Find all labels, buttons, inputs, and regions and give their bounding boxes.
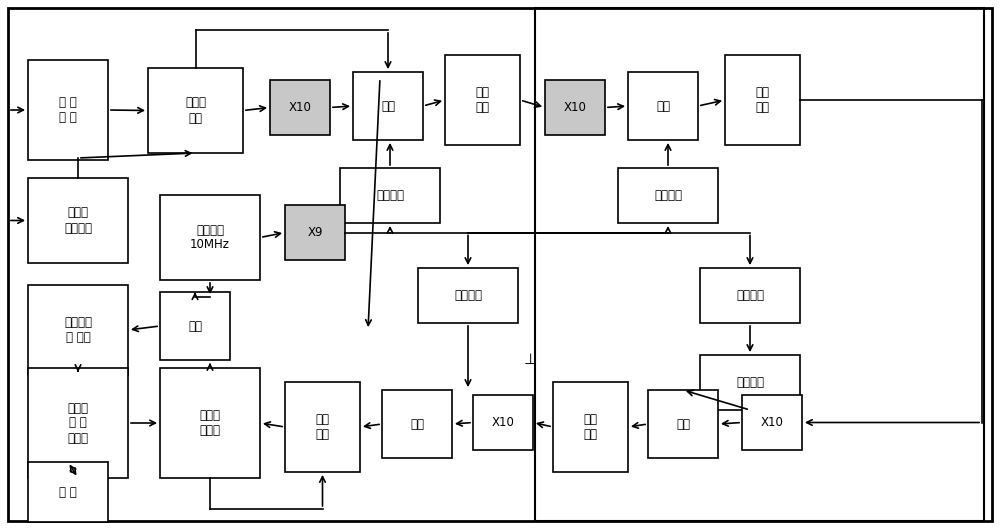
Text: 微 机: 微 机: [59, 486, 77, 498]
Bar: [742, 395, 802, 450]
Bar: [340, 168, 440, 223]
Text: 隔离放大: 隔离放大: [736, 289, 764, 302]
Text: 隔离放大: 隔离放大: [376, 189, 404, 202]
Bar: [418, 268, 518, 323]
Bar: [160, 195, 260, 280]
Bar: [353, 72, 423, 140]
Text: 缓冲
放大: 缓冲 放大: [584, 413, 598, 441]
Bar: [270, 80, 330, 135]
Text: 混频: 混频: [656, 99, 670, 113]
Bar: [473, 395, 533, 450]
Text: ⊥: ⊥: [523, 352, 537, 368]
Text: 嵌入式
控 制
及处理: 嵌入式 控 制 及处理: [68, 402, 88, 444]
Bar: [285, 205, 345, 260]
Bar: [148, 68, 243, 153]
Text: 缓冲
放大: 缓冲 放大: [756, 86, 770, 114]
Bar: [553, 382, 628, 472]
Text: X9: X9: [307, 226, 323, 239]
Text: X10: X10: [492, 416, 514, 429]
Bar: [28, 178, 128, 263]
Text: 倍增系
数选择: 倍增系 数选择: [200, 409, 220, 437]
Text: 预倍增
系数选择: 预倍增 系数选择: [64, 206, 92, 234]
Bar: [28, 368, 128, 478]
Bar: [648, 390, 718, 458]
Bar: [618, 168, 718, 223]
Bar: [160, 292, 230, 360]
Text: 缓冲
放大: 缓冲 放大: [476, 86, 490, 114]
Text: X10: X10: [761, 416, 783, 429]
Bar: [725, 55, 800, 145]
Text: 滤波放大
与 整形: 滤波放大 与 整形: [64, 316, 92, 344]
Bar: [160, 368, 260, 478]
Text: X10: X10: [289, 101, 311, 114]
Text: 隔离放大: 隔离放大: [736, 376, 764, 389]
Text: 隔离放大: 隔离放大: [454, 289, 482, 302]
Text: X10: X10: [564, 101, 586, 114]
Text: 混频: 混频: [188, 320, 202, 333]
Text: 混频: 混频: [676, 417, 690, 431]
Bar: [28, 462, 108, 522]
Text: 被 测
频 标: 被 测 频 标: [59, 96, 77, 124]
Bar: [28, 285, 128, 375]
Bar: [445, 55, 520, 145]
Text: 混频: 混频: [410, 417, 424, 431]
Bar: [700, 355, 800, 410]
Text: 预倍频
单元: 预倍频 单元: [185, 96, 206, 124]
Bar: [700, 268, 800, 323]
Text: 混频: 混频: [381, 99, 395, 113]
Bar: [285, 382, 360, 472]
Bar: [535, 8, 984, 521]
Text: 参考频标
10MHz: 参考频标 10MHz: [190, 223, 230, 251]
Text: 隔离放大: 隔离放大: [654, 189, 682, 202]
Text: 缓冲
放大: 缓冲 放大: [316, 413, 330, 441]
Bar: [628, 72, 698, 140]
Bar: [28, 60, 108, 160]
Bar: [545, 80, 605, 135]
Bar: [382, 390, 452, 458]
